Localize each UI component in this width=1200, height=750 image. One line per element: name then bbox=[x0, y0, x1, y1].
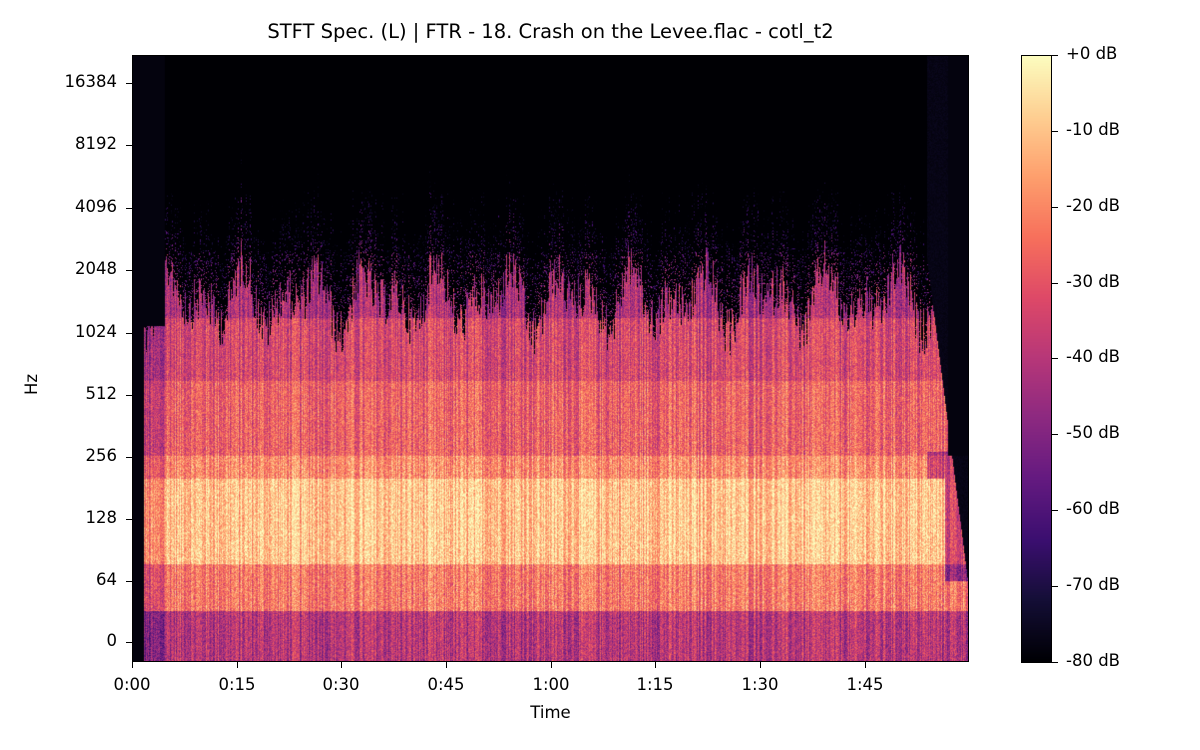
x-axis-label: Time bbox=[530, 703, 571, 722]
spectrogram-image bbox=[133, 56, 968, 661]
spectrogram-plot-area bbox=[132, 55, 969, 662]
colorbar bbox=[1021, 55, 1052, 663]
y-axis-label: Hz bbox=[22, 373, 41, 395]
y-axis-label-container: Hz bbox=[22, 373, 42, 405]
chart-title: STFT Spec. (L) | FTR - 18. Crash on the … bbox=[267, 20, 834, 43]
